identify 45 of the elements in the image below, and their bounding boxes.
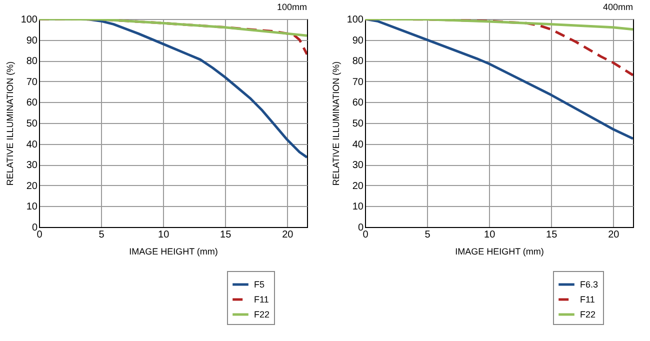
y-tick-label: 10: [26, 202, 38, 213]
x-tick-label: 5: [424, 230, 431, 240]
y-tick-label: 0: [358, 222, 364, 234]
legend-label: F6.3: [580, 280, 598, 290]
y-tick-label: 60: [26, 98, 38, 109]
x-axis-title: IMAGE HEIGHT (mm): [455, 246, 544, 256]
x-tick-label: 5: [98, 230, 105, 240]
x-tick-label: 20: [282, 230, 294, 240]
x-axis-title: IMAGE HEIGHT (mm): [129, 246, 218, 256]
y-axis-title: RELATIVE ILLUMINATION (%): [4, 61, 15, 186]
y-tick-label: 100: [346, 14, 364, 26]
legend-label: F5: [254, 280, 265, 290]
y-tick-label: 100: [20, 14, 38, 26]
y-tick-label: 70: [26, 76, 38, 88]
x-tick-label: 10: [484, 230, 496, 240]
y-tick-label: 20: [352, 180, 364, 192]
y-tick-label: 80: [26, 56, 38, 68]
y-tick-label: 0: [32, 222, 38, 234]
y-tick-label: 70: [352, 76, 364, 88]
chart-title: 400mm: [602, 2, 633, 12]
y-tick-label: 80: [352, 56, 364, 68]
y-tick-label: 10: [352, 202, 364, 213]
y-tick-label: 90: [352, 35, 364, 46]
y-axis-title: RELATIVE ILLUMINATION (%): [330, 61, 341, 186]
legend-label: F22: [580, 310, 596, 320]
line-series: [39, 19, 307, 37]
y-tick-label: 40: [352, 139, 364, 150]
y-tick-label: 30: [26, 160, 38, 172]
x-tick-label: 10: [158, 230, 170, 240]
line-series: [365, 19, 633, 31]
x-tick-label: 20: [608, 230, 620, 240]
x-tick-label: 15: [546, 230, 558, 240]
y-tick-label: 20: [26, 180, 38, 192]
legend-label: F11: [254, 294, 269, 304]
legend-label: F11: [580, 294, 595, 304]
x-tick-label: 15: [220, 230, 232, 240]
y-tick-label: 60: [352, 98, 364, 109]
chart-title: 100mm: [276, 2, 307, 12]
y-tick-label: 90: [26, 35, 38, 46]
y-tick-label: 50: [26, 118, 38, 130]
y-tick-label: 50: [352, 118, 364, 130]
line-series: [365, 19, 633, 140]
y-tick-label: 30: [352, 160, 364, 172]
legend-label: F22: [254, 310, 270, 320]
y-tick-label: 40: [26, 139, 38, 150]
